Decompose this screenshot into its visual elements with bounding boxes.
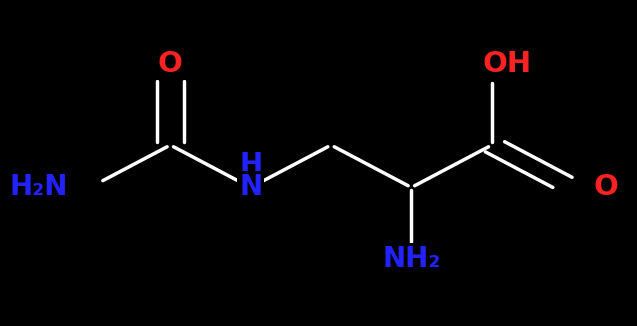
Text: O: O — [594, 173, 619, 201]
Text: H: H — [239, 151, 262, 179]
Text: NH₂: NH₂ — [382, 245, 441, 273]
Text: OH: OH — [483, 50, 532, 78]
Text: H₂N: H₂N — [10, 173, 68, 201]
Text: N: N — [239, 173, 262, 201]
Text: O: O — [158, 50, 183, 78]
